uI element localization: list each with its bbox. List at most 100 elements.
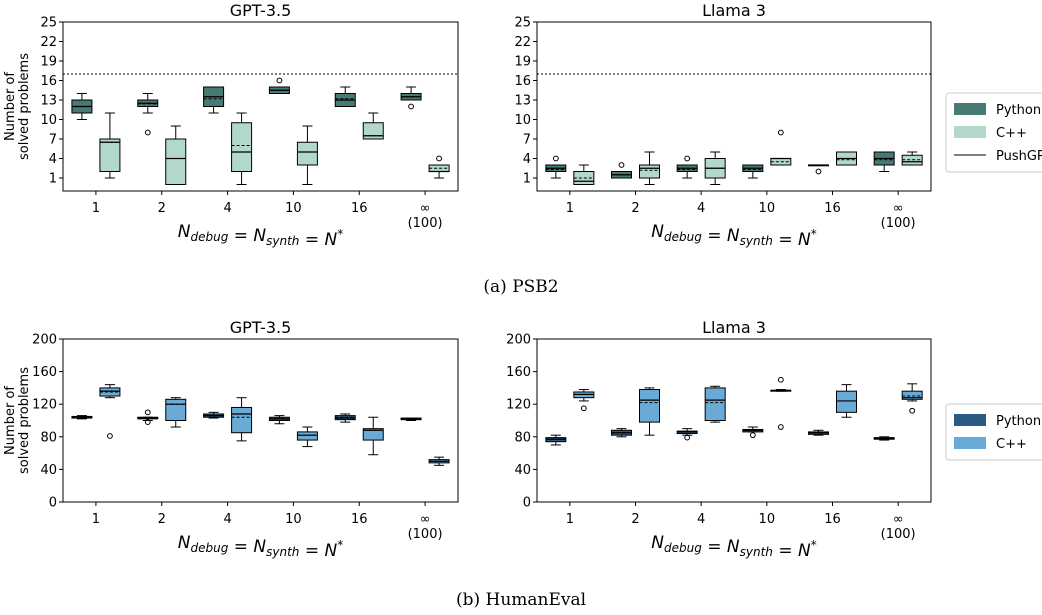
- box-python-0: [71, 93, 93, 120]
- x-tick-label: 2: [158, 512, 166, 527]
- box-cpp-0: [573, 164, 595, 185]
- outlier-point: [144, 129, 151, 136]
- y-tick-label: 40: [514, 463, 531, 478]
- outlier-point: [580, 405, 587, 412]
- y-tick-label: 19: [40, 55, 57, 70]
- x-tick-label: ∞: [420, 201, 431, 216]
- outlier-point: [552, 155, 559, 162]
- x-tick-label: ∞: [893, 201, 904, 216]
- box-python-0: [545, 155, 567, 179]
- outlier-point: [777, 424, 784, 430]
- y-axis-label: Number ofsolved problems: [3, 367, 32, 474]
- y-tick-label: 4: [49, 152, 57, 167]
- y-tick-label: 16: [514, 74, 531, 89]
- y-tick-label: 4: [523, 152, 531, 167]
- x-tick-label: 1: [566, 512, 574, 527]
- y-tick-label: 40: [40, 463, 57, 478]
- legend-swatch: [954, 414, 986, 426]
- box-cpp-0: [99, 112, 121, 179]
- box-python-2: [203, 411, 225, 419]
- y-tick-label: 80: [40, 430, 57, 445]
- y-tick-label: 13: [40, 94, 57, 109]
- x-tick-label: (100): [881, 216, 916, 231]
- y-tick-label: 16: [40, 74, 57, 89]
- y-tick-label: 25: [514, 16, 531, 31]
- box-python-2: [203, 86, 225, 114]
- box-cpp-0: [573, 389, 595, 412]
- box-body: [704, 387, 726, 421]
- box-cpp-1: [165, 125, 187, 185]
- box-python-5: [873, 151, 895, 172]
- box-body: [296, 141, 318, 166]
- plot-frame: [62, 338, 459, 503]
- caption-psb2: (a) PSB2: [483, 277, 558, 297]
- box-cpp-2: [231, 397, 253, 442]
- box-cpp-3: [296, 125, 318, 185]
- box-cpp-1: [639, 151, 660, 185]
- box-python-0: [71, 415, 93, 420]
- plot-frame: [536, 338, 932, 503]
- legend-swatch: [954, 437, 986, 449]
- y-tick-label: 10: [40, 113, 57, 128]
- outlier-point: [436, 155, 442, 162]
- box-python-4: [334, 86, 356, 107]
- box-python-2: [676, 428, 698, 441]
- box-body: [165, 398, 187, 421]
- box-cpp-4: [836, 384, 857, 418]
- box-python-5: [400, 417, 422, 421]
- y-tick-label: 200: [32, 333, 57, 348]
- box-cpp-0: [99, 384, 121, 439]
- y-tick-label: 25: [40, 16, 57, 31]
- outlier-point: [276, 77, 283, 84]
- box-cpp-4: [836, 151, 857, 166]
- box-body: [362, 122, 384, 140]
- box-python-3: [268, 415, 290, 425]
- box-python-3: [742, 426, 764, 439]
- box-body: [231, 406, 253, 434]
- box-cpp-2: [704, 151, 726, 185]
- x-axis-label: Ndebug = Nsynth = N*: [178, 222, 343, 250]
- box-body: [836, 390, 857, 413]
- chart-panel-psb2-gpt35: GPT-3.5 1 4 7 10 13 16 19 22 25 1 2 4 10 16 ∞(100) Ndebu…: [3, 1, 459, 250]
- outlier-point: [684, 155, 691, 162]
- chart-title: GPT-3.5: [230, 1, 292, 20]
- outlier-point: [144, 409, 151, 416]
- x-tick-label: (100): [408, 527, 443, 542]
- box-python-5: [400, 86, 422, 110]
- x-tick-label: 16: [824, 512, 841, 527]
- legend-swatch: [954, 126, 986, 138]
- box-cpp-2: [704, 385, 726, 423]
- box-cpp-5: [901, 151, 923, 166]
- box-cpp-1: [165, 397, 187, 428]
- box-cpp-3: [296, 426, 318, 448]
- outlier-point: [684, 434, 691, 441]
- box-body: [901, 390, 923, 400]
- box-cpp-3: [770, 129, 792, 166]
- chart-panel-humaneval-gpt35: GPT-3.5 0 40 80 120 160 200 1 2 4 10 16 ∞(100) Ndebug…: [3, 318, 459, 561]
- y-axis-label: Number ofsolved problems: [3, 53, 32, 160]
- y-tick-label: 120: [506, 398, 531, 413]
- x-tick-label: 10: [759, 201, 776, 216]
- legend-swatch: [954, 103, 986, 115]
- box-python-5: [873, 436, 895, 441]
- box-cpp-1: [639, 387, 660, 436]
- x-tick-label: 2: [158, 201, 166, 216]
- outlier-point: [144, 419, 151, 426]
- x-tick-label: 2: [631, 201, 639, 216]
- y-tick-label: 120: [32, 398, 57, 413]
- chart-title: Llama 3: [702, 318, 766, 337]
- x-tick-label: 16: [351, 201, 368, 216]
- x-tick-label: 10: [285, 512, 302, 527]
- box-python-1: [611, 428, 632, 438]
- x-tick-label: 2: [631, 512, 639, 527]
- box-body: [165, 138, 187, 185]
- x-tick-label: 1: [92, 201, 100, 216]
- box-python-3: [268, 77, 290, 94]
- box-cpp-4: [362, 112, 384, 140]
- chart-title: GPT-3.5: [230, 318, 292, 337]
- x-axis-label: Ndebug = Nsynth = N*: [178, 533, 343, 561]
- box-python-1: [611, 162, 632, 179]
- outlier-point: [618, 162, 625, 168]
- x-tick-label: 4: [697, 512, 705, 527]
